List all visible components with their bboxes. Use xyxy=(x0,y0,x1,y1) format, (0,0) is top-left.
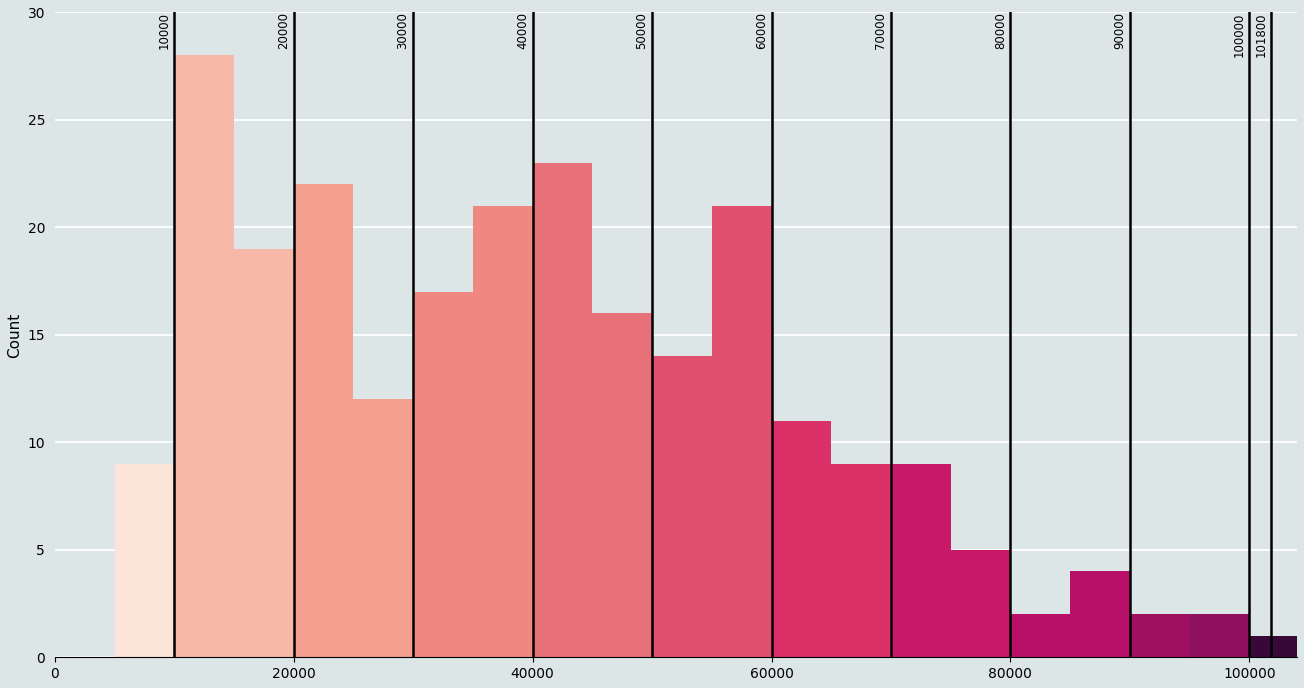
Bar xyxy=(175,56,233,657)
Bar xyxy=(891,464,951,657)
Bar xyxy=(473,206,532,657)
Bar xyxy=(233,249,293,657)
Bar xyxy=(293,184,353,657)
Bar xyxy=(772,421,831,657)
Bar xyxy=(592,314,652,657)
Text: 30000: 30000 xyxy=(396,12,409,50)
Bar xyxy=(532,163,592,657)
Bar xyxy=(1071,571,1129,657)
Text: 40000: 40000 xyxy=(516,12,529,50)
Bar xyxy=(115,464,175,657)
Bar xyxy=(951,550,1011,657)
Bar xyxy=(1189,614,1249,657)
Bar xyxy=(652,356,712,657)
Text: 10000: 10000 xyxy=(158,12,171,50)
Bar xyxy=(1249,636,1304,657)
Text: 100000: 100000 xyxy=(1232,12,1245,57)
Y-axis label: Count: Count xyxy=(7,312,22,358)
Text: 60000: 60000 xyxy=(755,12,768,50)
Bar xyxy=(712,206,772,657)
Bar xyxy=(353,399,413,657)
Bar xyxy=(413,292,473,657)
Text: 80000: 80000 xyxy=(994,12,1007,50)
Text: 90000: 90000 xyxy=(1114,12,1127,50)
Bar xyxy=(831,464,891,657)
Text: 101800: 101800 xyxy=(1254,12,1267,57)
Bar xyxy=(1011,614,1071,657)
Bar xyxy=(1129,614,1189,657)
Text: 50000: 50000 xyxy=(635,12,648,50)
Text: 20000: 20000 xyxy=(278,12,291,50)
Text: 70000: 70000 xyxy=(875,12,887,50)
